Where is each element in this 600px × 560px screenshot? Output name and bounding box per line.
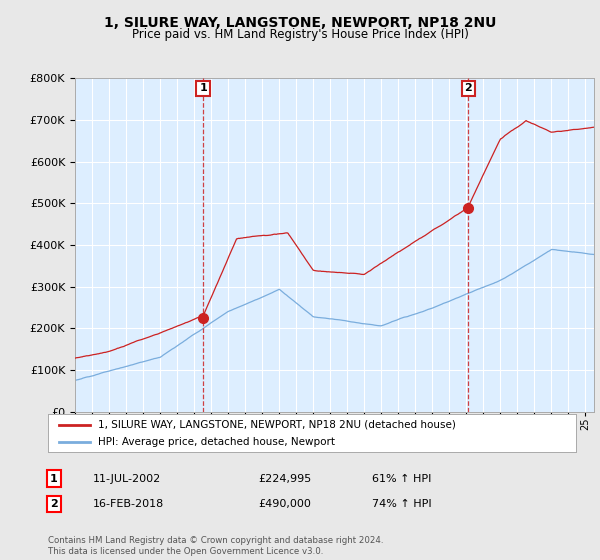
Text: £490,000: £490,000 <box>258 499 311 509</box>
Text: 2: 2 <box>50 499 58 509</box>
Text: Contains HM Land Registry data © Crown copyright and database right 2024.
This d: Contains HM Land Registry data © Crown c… <box>48 536 383 556</box>
Text: £224,995: £224,995 <box>258 474 311 484</box>
Text: 74% ↑ HPI: 74% ↑ HPI <box>372 499 431 509</box>
Text: 2: 2 <box>464 83 472 94</box>
Text: 1, SILURE WAY, LANGSTONE, NEWPORT, NP18 2NU (detached house): 1, SILURE WAY, LANGSTONE, NEWPORT, NP18 … <box>98 419 456 430</box>
Text: 1, SILURE WAY, LANGSTONE, NEWPORT, NP18 2NU: 1, SILURE WAY, LANGSTONE, NEWPORT, NP18 … <box>104 16 496 30</box>
Text: Price paid vs. HM Land Registry's House Price Index (HPI): Price paid vs. HM Land Registry's House … <box>131 28 469 41</box>
Text: 16-FEB-2018: 16-FEB-2018 <box>93 499 164 509</box>
Text: HPI: Average price, detached house, Newport: HPI: Average price, detached house, Newp… <box>98 437 335 447</box>
Text: 11-JUL-2002: 11-JUL-2002 <box>93 474 161 484</box>
Text: 61% ↑ HPI: 61% ↑ HPI <box>372 474 431 484</box>
Text: 1: 1 <box>199 83 207 94</box>
Text: 1: 1 <box>50 474 58 484</box>
